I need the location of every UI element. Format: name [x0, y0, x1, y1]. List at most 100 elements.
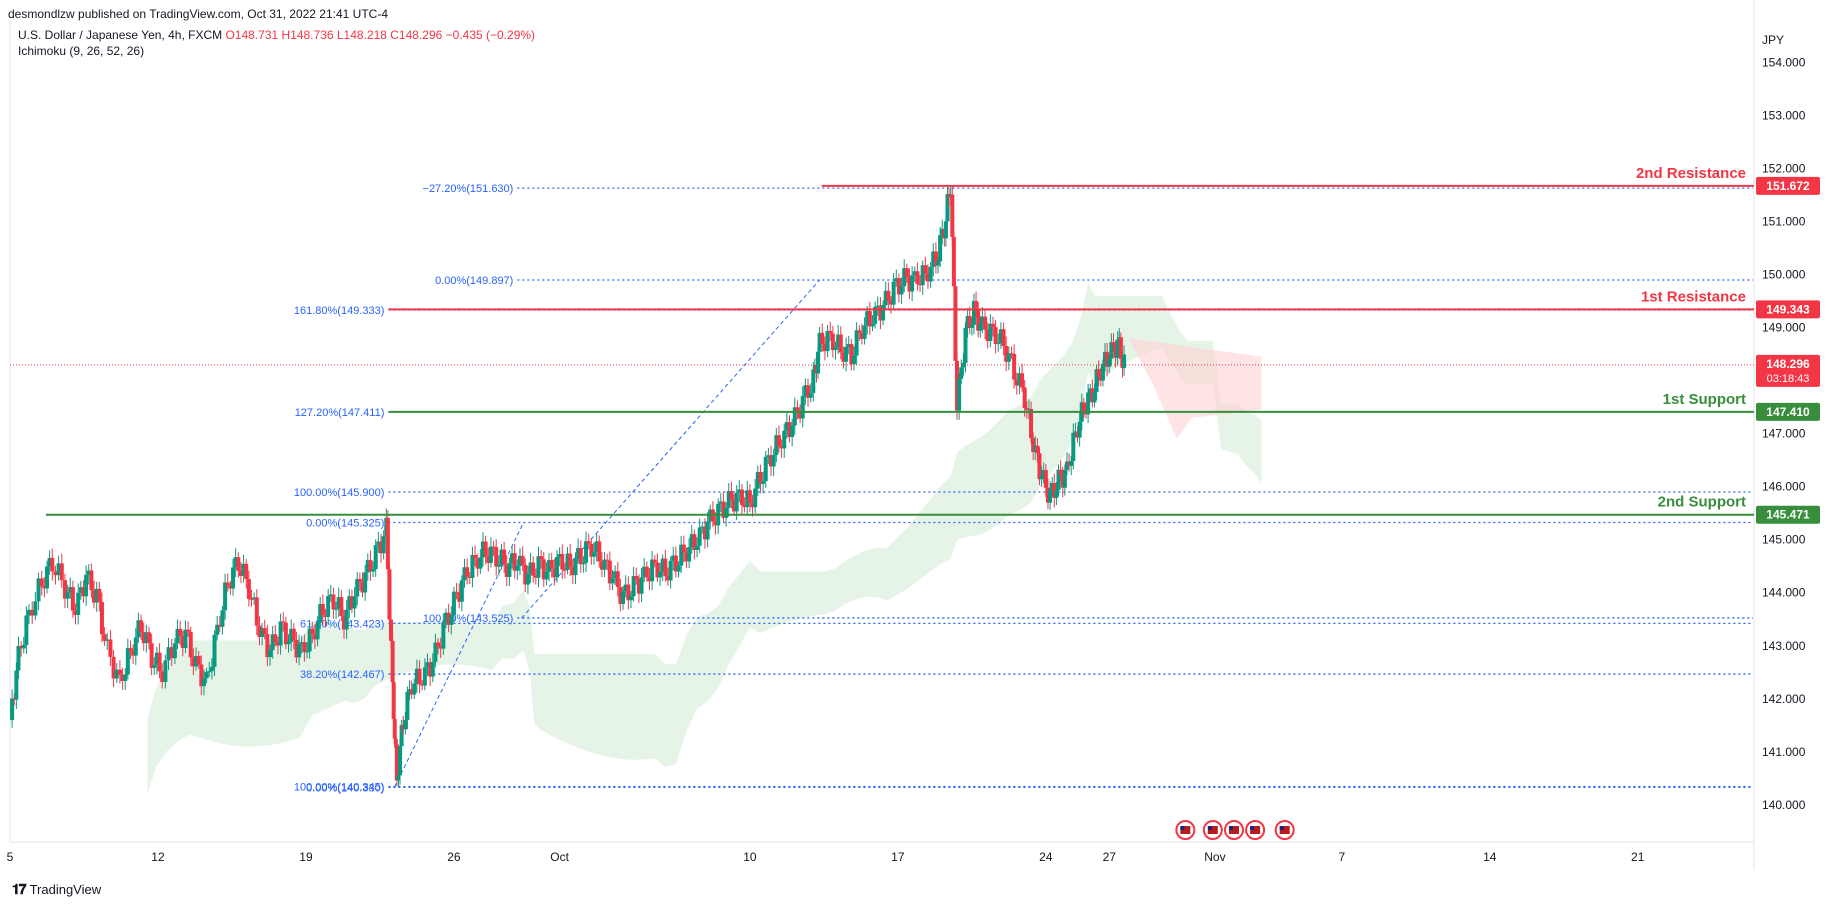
candle-body — [160, 671, 165, 682]
candle-body — [241, 563, 246, 577]
candle-body — [528, 562, 533, 574]
candle-body — [951, 236, 956, 287]
candle-body — [1033, 445, 1038, 452]
candle-body — [291, 628, 296, 640]
candle-body — [212, 634, 217, 667]
fib-level-label: −27.20%(151.630) — [423, 183, 514, 195]
candle-body — [512, 553, 517, 571]
candle-body — [433, 642, 438, 662]
candle-body — [399, 724, 404, 747]
time-tick-label: 17 — [891, 850, 905, 864]
candle-body — [199, 664, 204, 687]
candle-body — [1122, 354, 1127, 369]
level-price-tag[interactable] — [1756, 300, 1820, 319]
candle-body — [180, 635, 185, 649]
candle-body — [615, 571, 620, 587]
candle-body — [808, 392, 813, 398]
tradingview-logo-icon: 𝟏𝟕 — [12, 881, 27, 897]
candle-body — [368, 559, 373, 572]
candle-body — [589, 543, 594, 557]
candle-body — [581, 562, 586, 565]
candle-body — [191, 657, 196, 667]
candle-body — [163, 660, 168, 682]
time-tick-label: Oct — [550, 850, 569, 864]
trend-line — [521, 279, 821, 619]
candle-body — [940, 228, 945, 236]
candle-body — [779, 446, 784, 449]
candle-body — [310, 628, 315, 634]
fib-level-label: 161.80%(149.333) — [294, 305, 385, 317]
candle-body — [663, 558, 668, 577]
candle-body — [436, 642, 441, 647]
flag-canton-icon — [1228, 826, 1233, 830]
candle-body — [681, 544, 686, 553]
candle-body — [912, 271, 917, 276]
candlesticks — [10, 184, 1127, 787]
time-axis[interactable]: 5 12 19 26 Oct 10 17 24 27 Nov 7 14 21 — [7, 850, 1645, 864]
candle-body — [642, 566, 647, 578]
economic-events[interactable] — [1175, 820, 1295, 840]
level-price-tag[interactable] — [1756, 505, 1820, 524]
time-tick-label: 26 — [447, 850, 461, 864]
candle-body — [157, 652, 162, 672]
publisher-line: desmondlzw published on TradingView.com,… — [8, 7, 388, 21]
candle-body — [607, 560, 612, 584]
candle-body — [771, 454, 776, 467]
candle-body — [705, 521, 710, 540]
candle-body — [352, 596, 357, 609]
candle-body — [217, 624, 222, 627]
candle-body — [139, 620, 144, 633]
candle-body — [721, 501, 726, 518]
candle-body — [920, 265, 925, 286]
candle-body — [294, 639, 299, 658]
candle-body — [236, 557, 241, 571]
candle-body — [21, 645, 26, 649]
candle-body — [800, 395, 805, 419]
candle-body — [120, 674, 125, 681]
indicator-legend: Ichimoku (9, 26, 52, 26) — [18, 44, 145, 58]
candle-body — [533, 575, 538, 578]
level-price-tag[interactable] — [1756, 402, 1820, 421]
candle-body — [881, 305, 886, 321]
level-price-tag[interactable] — [1756, 176, 1820, 195]
candle-body — [465, 567, 470, 577]
candle-body — [857, 330, 862, 333]
candle-body — [1075, 431, 1080, 438]
candle-body — [360, 581, 365, 593]
candle-body — [56, 563, 61, 576]
candle-body — [790, 425, 795, 438]
candle-body — [1113, 345, 1118, 358]
candle-body — [971, 300, 976, 325]
candle-body — [854, 330, 859, 356]
candle-body — [373, 545, 378, 570]
candle-body — [344, 609, 349, 630]
candle-body — [336, 597, 341, 609]
candle-body — [761, 481, 766, 484]
tradingview-branding[interactable]: 𝟏𝟕 TradingView — [12, 881, 101, 898]
flag-stripes-icon — [1279, 826, 1290, 834]
candle-body — [1056, 469, 1061, 491]
current-price-tag[interactable] — [1756, 354, 1820, 387]
candle-body — [30, 609, 35, 616]
candle-body — [355, 579, 360, 597]
price-tick-label: 142.000 — [1762, 692, 1806, 706]
price-axis[interactable]: JPY 140.000 141.000 142.000 143.000 144.000 14… — [1756, 33, 1820, 812]
candle-body — [983, 316, 988, 330]
candle-body — [841, 352, 846, 362]
candle-body — [613, 571, 618, 579]
candle-body — [578, 548, 583, 565]
candle-body — [105, 639, 110, 641]
candle-body — [92, 590, 97, 603]
time-tick-label: 5 — [7, 850, 14, 864]
candle-body — [684, 552, 689, 562]
candle-body — [318, 604, 323, 623]
flag-stripes-icon — [1207, 826, 1218, 834]
candle-body — [822, 344, 827, 352]
candle-body — [1098, 376, 1103, 381]
candle-body — [806, 385, 811, 398]
candle-body — [297, 644, 302, 658]
candle-body — [428, 662, 433, 677]
candle-body — [1105, 351, 1110, 367]
candle-body — [931, 251, 936, 267]
